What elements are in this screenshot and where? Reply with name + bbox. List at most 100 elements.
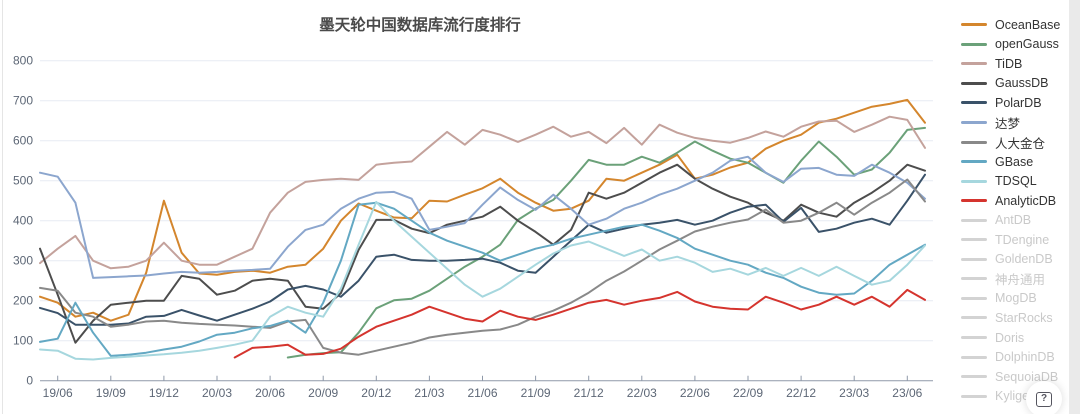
x-tick-label: 22/12 <box>786 386 816 400</box>
legend-label: TDengine <box>995 232 1050 247</box>
y-tick-label: 500 <box>13 174 33 188</box>
legend-swatch <box>961 23 987 27</box>
y-tick-label: 200 <box>13 294 33 308</box>
x-tick-label: 19/06 <box>43 386 73 400</box>
legend-item-OceanBase[interactable]: OceanBase <box>961 15 1060 35</box>
legend-item-openGauss[interactable]: openGauss <box>961 35 1060 55</box>
legend-item-达梦[interactable]: 达梦 <box>961 113 1060 133</box>
legend-item-Doris[interactable]: Doris <box>961 328 1060 348</box>
x-tick-label: 23/03 <box>839 386 869 400</box>
series-line-OceanBase[interactable] <box>39 98 926 322</box>
x-tick-label: 21/03 <box>414 386 444 400</box>
legend-label: GoldenDB <box>995 252 1053 267</box>
legend-item-AntDB[interactable]: AntDB <box>961 210 1060 230</box>
legend-label: GaussDB <box>995 76 1049 91</box>
legend-label: 达梦 <box>995 117 1021 131</box>
series-line-TDSQL[interactable] <box>39 200 926 361</box>
x-tick-label: 23/06 <box>892 386 922 400</box>
legend-swatch <box>961 42 987 46</box>
legend-label: Doris <box>995 330 1025 345</box>
y-tick-label: 100 <box>13 334 33 348</box>
legend-swatch <box>961 101 987 105</box>
x-tick-label: 21/12 <box>574 386 604 400</box>
y-tick-label: 800 <box>13 54 33 68</box>
y-tick-label: 700 <box>13 94 33 108</box>
legend-label: AntDB <box>995 213 1032 228</box>
legend: OceanBase openGauss TiDB GaussDB PolarDB 达梦人大… <box>961 15 1060 406</box>
series-line-AnalyticDB[interactable] <box>233 288 926 359</box>
legend-swatch <box>961 355 987 359</box>
legend-swatch <box>961 277 987 281</box>
x-tick-label: 21/09 <box>521 386 551 400</box>
right-scroll-strip <box>1069 0 1080 414</box>
series-lines <box>39 98 926 361</box>
x-tick-label: 22/09 <box>733 386 763 400</box>
legend-swatch <box>961 257 987 261</box>
series-line-达梦[interactable] <box>39 155 926 279</box>
legend-label: MogDB <box>995 291 1037 306</box>
x-tick-label: 19/09 <box>96 386 126 400</box>
y-tick-label: 400 <box>13 214 33 228</box>
legend-swatch <box>961 394 987 398</box>
legend-label: StarRocks <box>995 310 1053 325</box>
x-tick-label: 20/06 <box>255 386 285 400</box>
legend-label: DolphinDB <box>995 350 1055 365</box>
legend-label: TDSQL <box>995 174 1037 189</box>
legend-item-DolphinDB[interactable]: DolphinDB <box>961 347 1060 367</box>
legend-item-AnalyticDB[interactable]: AnalyticDB <box>961 191 1060 211</box>
x-axis: 19/06 19/09 19/12 20/03 20/06 20/09 20/12 21/03… <box>40 375 933 400</box>
legend-item-TDSQL[interactable]: TDSQL <box>961 171 1060 191</box>
legend-swatch <box>961 140 987 144</box>
x-tick-label: 20/09 <box>308 386 338 400</box>
legend-item-GaussDB[interactable]: GaussDB <box>961 74 1060 94</box>
y-tick-label: 600 <box>13 134 33 148</box>
legend-swatch <box>961 375 987 379</box>
series-line-PolarDB[interactable] <box>39 173 926 326</box>
legend-item-神舟通用[interactable]: 神舟通用 <box>961 269 1060 289</box>
legend-swatch <box>961 160 987 164</box>
legend-item-人大金仓[interactable]: 人大金仓 <box>961 132 1060 152</box>
y-axis-labels: 0 100 200 300 400 500 600 700 800 <box>13 54 33 388</box>
x-tick-label: 22/03 <box>627 386 657 400</box>
legend-swatch <box>961 62 987 66</box>
legend-item-GoldenDB[interactable]: GoldenDB <box>961 250 1060 270</box>
legend-swatch <box>961 316 987 320</box>
question-icon: ? <box>1036 391 1052 407</box>
legend-label: TiDB <box>995 56 1023 71</box>
legend-item-SequoiaDB[interactable]: SequoiaDB <box>961 367 1060 387</box>
legend-label: AnalyticDB <box>995 193 1057 208</box>
series-line-人大金仓[interactable] <box>39 178 926 356</box>
y-tick-label: 0 <box>26 374 33 388</box>
legend-label: PolarDB <box>995 95 1042 110</box>
series-line-GBase[interactable] <box>39 201 926 357</box>
series-line-TiDB[interactable] <box>39 115 926 270</box>
legend-item-TDengine[interactable]: TDengine <box>961 230 1060 250</box>
legend-item-TiDB[interactable]: TiDB <box>961 54 1060 74</box>
legend-swatch <box>961 179 987 183</box>
legend-label: 人大金仓 <box>995 136 1046 151</box>
legend-swatch <box>961 238 987 242</box>
legend-swatch <box>961 296 987 300</box>
legend-swatch <box>961 199 987 203</box>
chart-title: 墨天轮中国数据库流行度排行 <box>319 17 521 34</box>
legend-label: GBase <box>995 154 1034 169</box>
legend-label: 神舟通用 <box>995 273 1046 288</box>
legend-item-MogDB[interactable]: MogDB <box>961 289 1060 309</box>
legend-label: OceanBase <box>995 17 1061 32</box>
legend-item-GBase[interactable]: GBase <box>961 152 1060 172</box>
x-tick-label: 21/06 <box>467 386 497 400</box>
legend-label: SequoiaDB <box>995 369 1059 384</box>
legend-item-PolarDB[interactable]: PolarDB <box>961 93 1060 113</box>
series-line-openGauss[interactable] <box>286 126 926 359</box>
legend-item-StarRocks[interactable]: StarRocks <box>961 308 1060 328</box>
legend-label: openGauss <box>995 37 1059 52</box>
legend-swatch <box>961 336 987 340</box>
help-button[interactable]: ? <box>1026 381 1062 414</box>
legend-swatch <box>961 218 987 222</box>
legend-swatch <box>961 121 987 124</box>
legend-swatch <box>961 81 987 85</box>
x-tick-label: 19/12 <box>149 386 179 400</box>
x-tick-label: 22/06 <box>680 386 710 400</box>
